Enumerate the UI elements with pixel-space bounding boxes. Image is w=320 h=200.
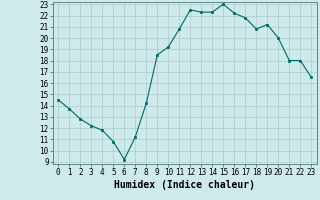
X-axis label: Humidex (Indice chaleur): Humidex (Indice chaleur)	[114, 180, 255, 190]
